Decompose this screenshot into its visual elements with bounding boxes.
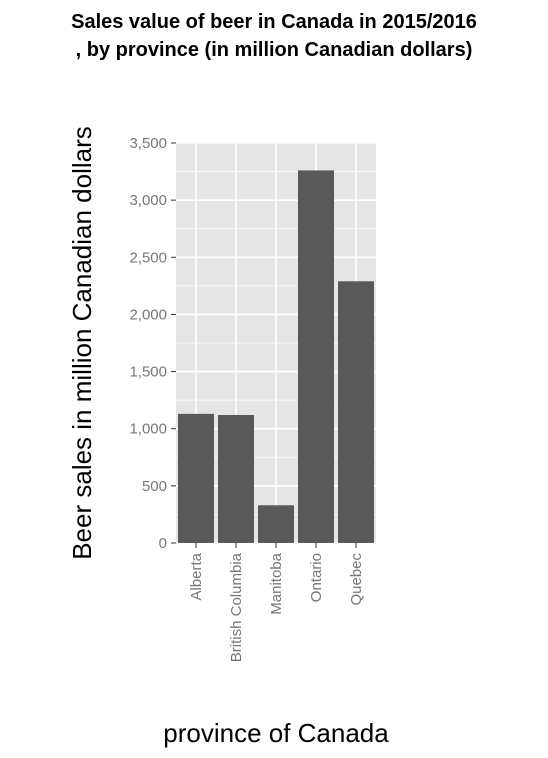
y-axis-label: Beer sales in million Canadian dollars (67, 126, 97, 560)
bars (178, 170, 374, 543)
y-tick-label: 1,500 (129, 364, 167, 381)
y-tick-label: 1,000 (129, 421, 167, 438)
y-tick-label: 500 (142, 478, 167, 495)
y-tick-label: 3,500 (129, 135, 167, 152)
bar-manitoba (258, 505, 294, 543)
chart-title: Sales value of beer in Canada in 2015/20… (71, 11, 477, 33)
x-tick-label: Alberta (188, 552, 205, 600)
bar-quebec (338, 281, 374, 543)
x-tick-label: Quebec (348, 553, 365, 606)
bar-british-columbia (218, 415, 254, 543)
chart-subtitle: , by province (in million Canadian dolla… (75, 39, 473, 61)
x-axis-label: province of Canada (163, 718, 389, 748)
y-tick-label: 2,000 (129, 306, 167, 323)
y-tick-label: 2,500 (129, 249, 167, 266)
x-axis-ticks: Alberta British Columbia Manitoba Ontario Qu… (188, 543, 365, 662)
chart-title-block: Sales value of beer in Canada in 2015/20… (0, 8, 548, 64)
y-tick-label: 3,000 (129, 192, 167, 209)
y-tick-label: 0 (159, 535, 167, 552)
bar-alberta (178, 413, 214, 543)
x-tick-label: Ontario (308, 553, 325, 602)
y-axis-ticks: 0 500 1,000 1,500 2,000 2,500 3,000 3,500 (129, 135, 176, 552)
bar-ontario (298, 170, 334, 543)
x-tick-label: Manitoba (268, 552, 285, 614)
x-tick-label: British Columbia (228, 552, 245, 662)
